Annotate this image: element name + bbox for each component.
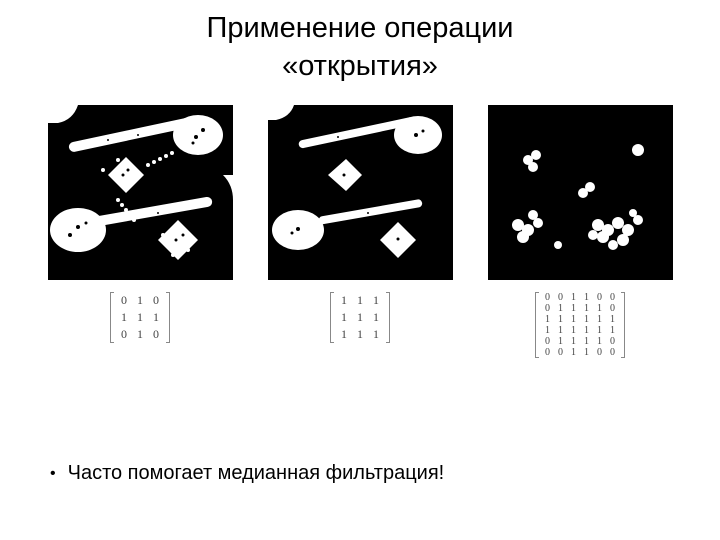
matrix-cell: 1 (567, 314, 580, 325)
bullet-dot-icon: • (50, 465, 56, 482)
matrix-cell: 1 (554, 314, 567, 325)
matrix-cell: 1 (541, 314, 554, 325)
matrix-cell: 1 (336, 292, 352, 309)
matrix-3-table: 001100011110111111111111011110001100 (541, 292, 619, 358)
matrix-cell: 1 (593, 314, 606, 325)
matrix-cell: 0 (148, 326, 164, 343)
matrix-cell: 1 (567, 336, 580, 347)
matrix-cell: 1 (132, 309, 148, 326)
matrix-cell: 1 (593, 325, 606, 336)
matrix-cell: 1 (554, 303, 567, 314)
panels-row: 010111010 (0, 85, 720, 358)
matrix-cell: 0 (593, 292, 606, 303)
matrix-cell: 1 (368, 326, 384, 343)
panel-opening-3x3 (268, 105, 453, 280)
matrix-cell: 1 (567, 303, 580, 314)
matrix-cell: 1 (580, 347, 593, 358)
matrix-cell: 1 (593, 303, 606, 314)
title-line-1: Применение операции (206, 12, 513, 44)
matrix-cell: 1 (567, 292, 580, 303)
matrix-cell: 1 (352, 309, 368, 326)
panel-opening-small (48, 105, 233, 280)
matrix-cell: 1 (336, 326, 352, 343)
matrix-cell: 1 (132, 292, 148, 309)
matrix-cell: 0 (593, 347, 606, 358)
matrix-cell: 0 (606, 303, 619, 314)
matrix-cell: 0 (541, 303, 554, 314)
matrix-cell: 1 (606, 314, 619, 325)
matrix-1-table: 010111010 (116, 292, 164, 343)
title-line-2: «открытия» (282, 50, 438, 82)
matrix-cell: 1 (567, 325, 580, 336)
col-3: 001100011110111111111111011110001100 (475, 105, 685, 358)
col-2: 111111111 (255, 105, 465, 343)
matrix-cell: 0 (554, 347, 567, 358)
matrix-cell: 1 (554, 336, 567, 347)
matrix-cell: 1 (352, 292, 368, 309)
matrix-cell: 0 (148, 292, 164, 309)
matrix-cell: 0 (116, 292, 132, 309)
matrix-cell: 1 (352, 326, 368, 343)
matrix-3: 001100011110111111111111011110001100 (535, 292, 625, 358)
matrix-cell: 1 (580, 314, 593, 325)
matrix-cell: 1 (593, 336, 606, 347)
panel-opening-large (488, 105, 673, 280)
matrix-cell: 1 (554, 325, 567, 336)
slide-title: Применение операции «открытия» (0, 0, 720, 85)
matrix-cell: 0 (606, 336, 619, 347)
matrix-cell: 1 (541, 325, 554, 336)
matrix-cell: 1 (336, 309, 352, 326)
matrix-cell: 1 (606, 325, 619, 336)
matrix-2: 111111111 (330, 292, 390, 343)
bullet-line: • Часто помогает медианная фильтрация! (50, 462, 444, 485)
matrix-cell: 0 (606, 292, 619, 303)
matrix-cell: 1 (580, 303, 593, 314)
matrix-cell: 1 (148, 309, 164, 326)
matrix-1: 010111010 (110, 292, 170, 343)
matrix-cell: 1 (580, 325, 593, 336)
matrix-cell: 1 (580, 292, 593, 303)
matrix-cell: 0 (541, 347, 554, 358)
col-1: 010111010 (35, 105, 245, 343)
bullet-text: Часто помогает медианная фильтрация! (68, 462, 445, 484)
matrix-2-table: 111111111 (336, 292, 384, 343)
matrix-cell: 1 (580, 336, 593, 347)
matrix-cell: 0 (606, 347, 619, 358)
matrix-cell: 0 (541, 336, 554, 347)
matrix-cell: 1 (116, 309, 132, 326)
matrix-cell: 1 (567, 347, 580, 358)
matrix-cell: 0 (541, 292, 554, 303)
matrix-cell: 1 (368, 309, 384, 326)
matrix-cell: 0 (554, 292, 567, 303)
matrix-cell: 1 (132, 326, 148, 343)
matrix-cell: 1 (368, 292, 384, 309)
matrix-cell: 0 (116, 326, 132, 343)
